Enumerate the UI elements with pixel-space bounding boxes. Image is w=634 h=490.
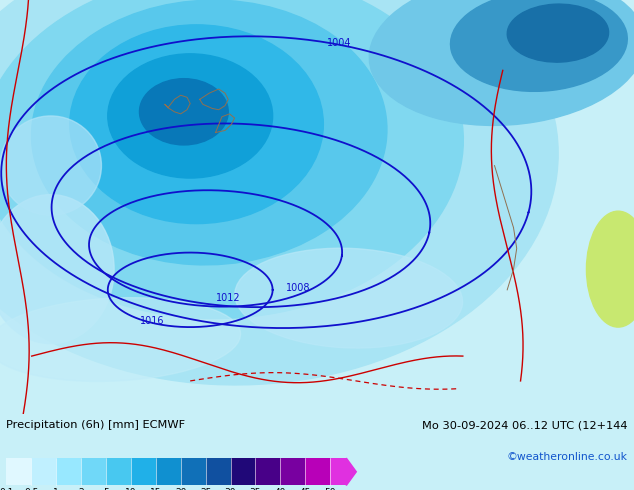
Text: 1004: 1004 xyxy=(327,39,351,49)
Text: ©weatheronline.co.uk: ©weatheronline.co.uk xyxy=(507,452,628,462)
Bar xyxy=(131,458,156,486)
Ellipse shape xyxy=(139,79,228,145)
Text: Mo 30-09-2024 06..12 UTC (12+144: Mo 30-09-2024 06..12 UTC (12+144 xyxy=(422,420,628,430)
Text: 1012: 1012 xyxy=(216,293,240,303)
Ellipse shape xyxy=(586,211,634,327)
Ellipse shape xyxy=(0,116,101,215)
Polygon shape xyxy=(346,458,356,486)
Bar xyxy=(56,458,81,486)
Ellipse shape xyxy=(369,0,634,125)
Text: 0.1: 0.1 xyxy=(0,489,13,490)
Text: 2: 2 xyxy=(78,489,84,490)
Ellipse shape xyxy=(0,297,240,381)
Text: 1: 1 xyxy=(53,489,59,490)
Bar xyxy=(156,458,181,486)
Bar xyxy=(330,458,346,486)
Text: 10: 10 xyxy=(125,489,136,490)
Ellipse shape xyxy=(108,54,273,178)
Ellipse shape xyxy=(70,25,323,223)
Text: Precipitation (6h) [mm] ECMWF: Precipitation (6h) [mm] ECMWF xyxy=(6,420,186,430)
Bar xyxy=(6,458,31,486)
Ellipse shape xyxy=(451,0,627,91)
Ellipse shape xyxy=(0,0,558,385)
Text: 35: 35 xyxy=(250,489,261,490)
Bar xyxy=(205,458,231,486)
Text: 1016: 1016 xyxy=(140,316,164,326)
Ellipse shape xyxy=(0,0,463,318)
Bar xyxy=(280,458,305,486)
Bar xyxy=(81,458,106,486)
Text: 5: 5 xyxy=(103,489,109,490)
Text: 50: 50 xyxy=(325,489,336,490)
Text: 15: 15 xyxy=(150,489,162,490)
Bar xyxy=(305,458,330,486)
Bar xyxy=(256,458,280,486)
Text: 20: 20 xyxy=(175,489,186,490)
Ellipse shape xyxy=(507,4,609,62)
Bar xyxy=(106,458,131,486)
Bar xyxy=(231,458,256,486)
Text: 45: 45 xyxy=(299,489,311,490)
Ellipse shape xyxy=(235,248,463,348)
Bar xyxy=(181,458,205,486)
Text: 0.5: 0.5 xyxy=(24,489,39,490)
Ellipse shape xyxy=(0,195,114,343)
Text: 40: 40 xyxy=(275,489,286,490)
Ellipse shape xyxy=(32,0,387,265)
Text: 25: 25 xyxy=(200,489,211,490)
Text: 1008: 1008 xyxy=(286,283,310,293)
Bar xyxy=(31,458,56,486)
Text: 30: 30 xyxy=(225,489,236,490)
